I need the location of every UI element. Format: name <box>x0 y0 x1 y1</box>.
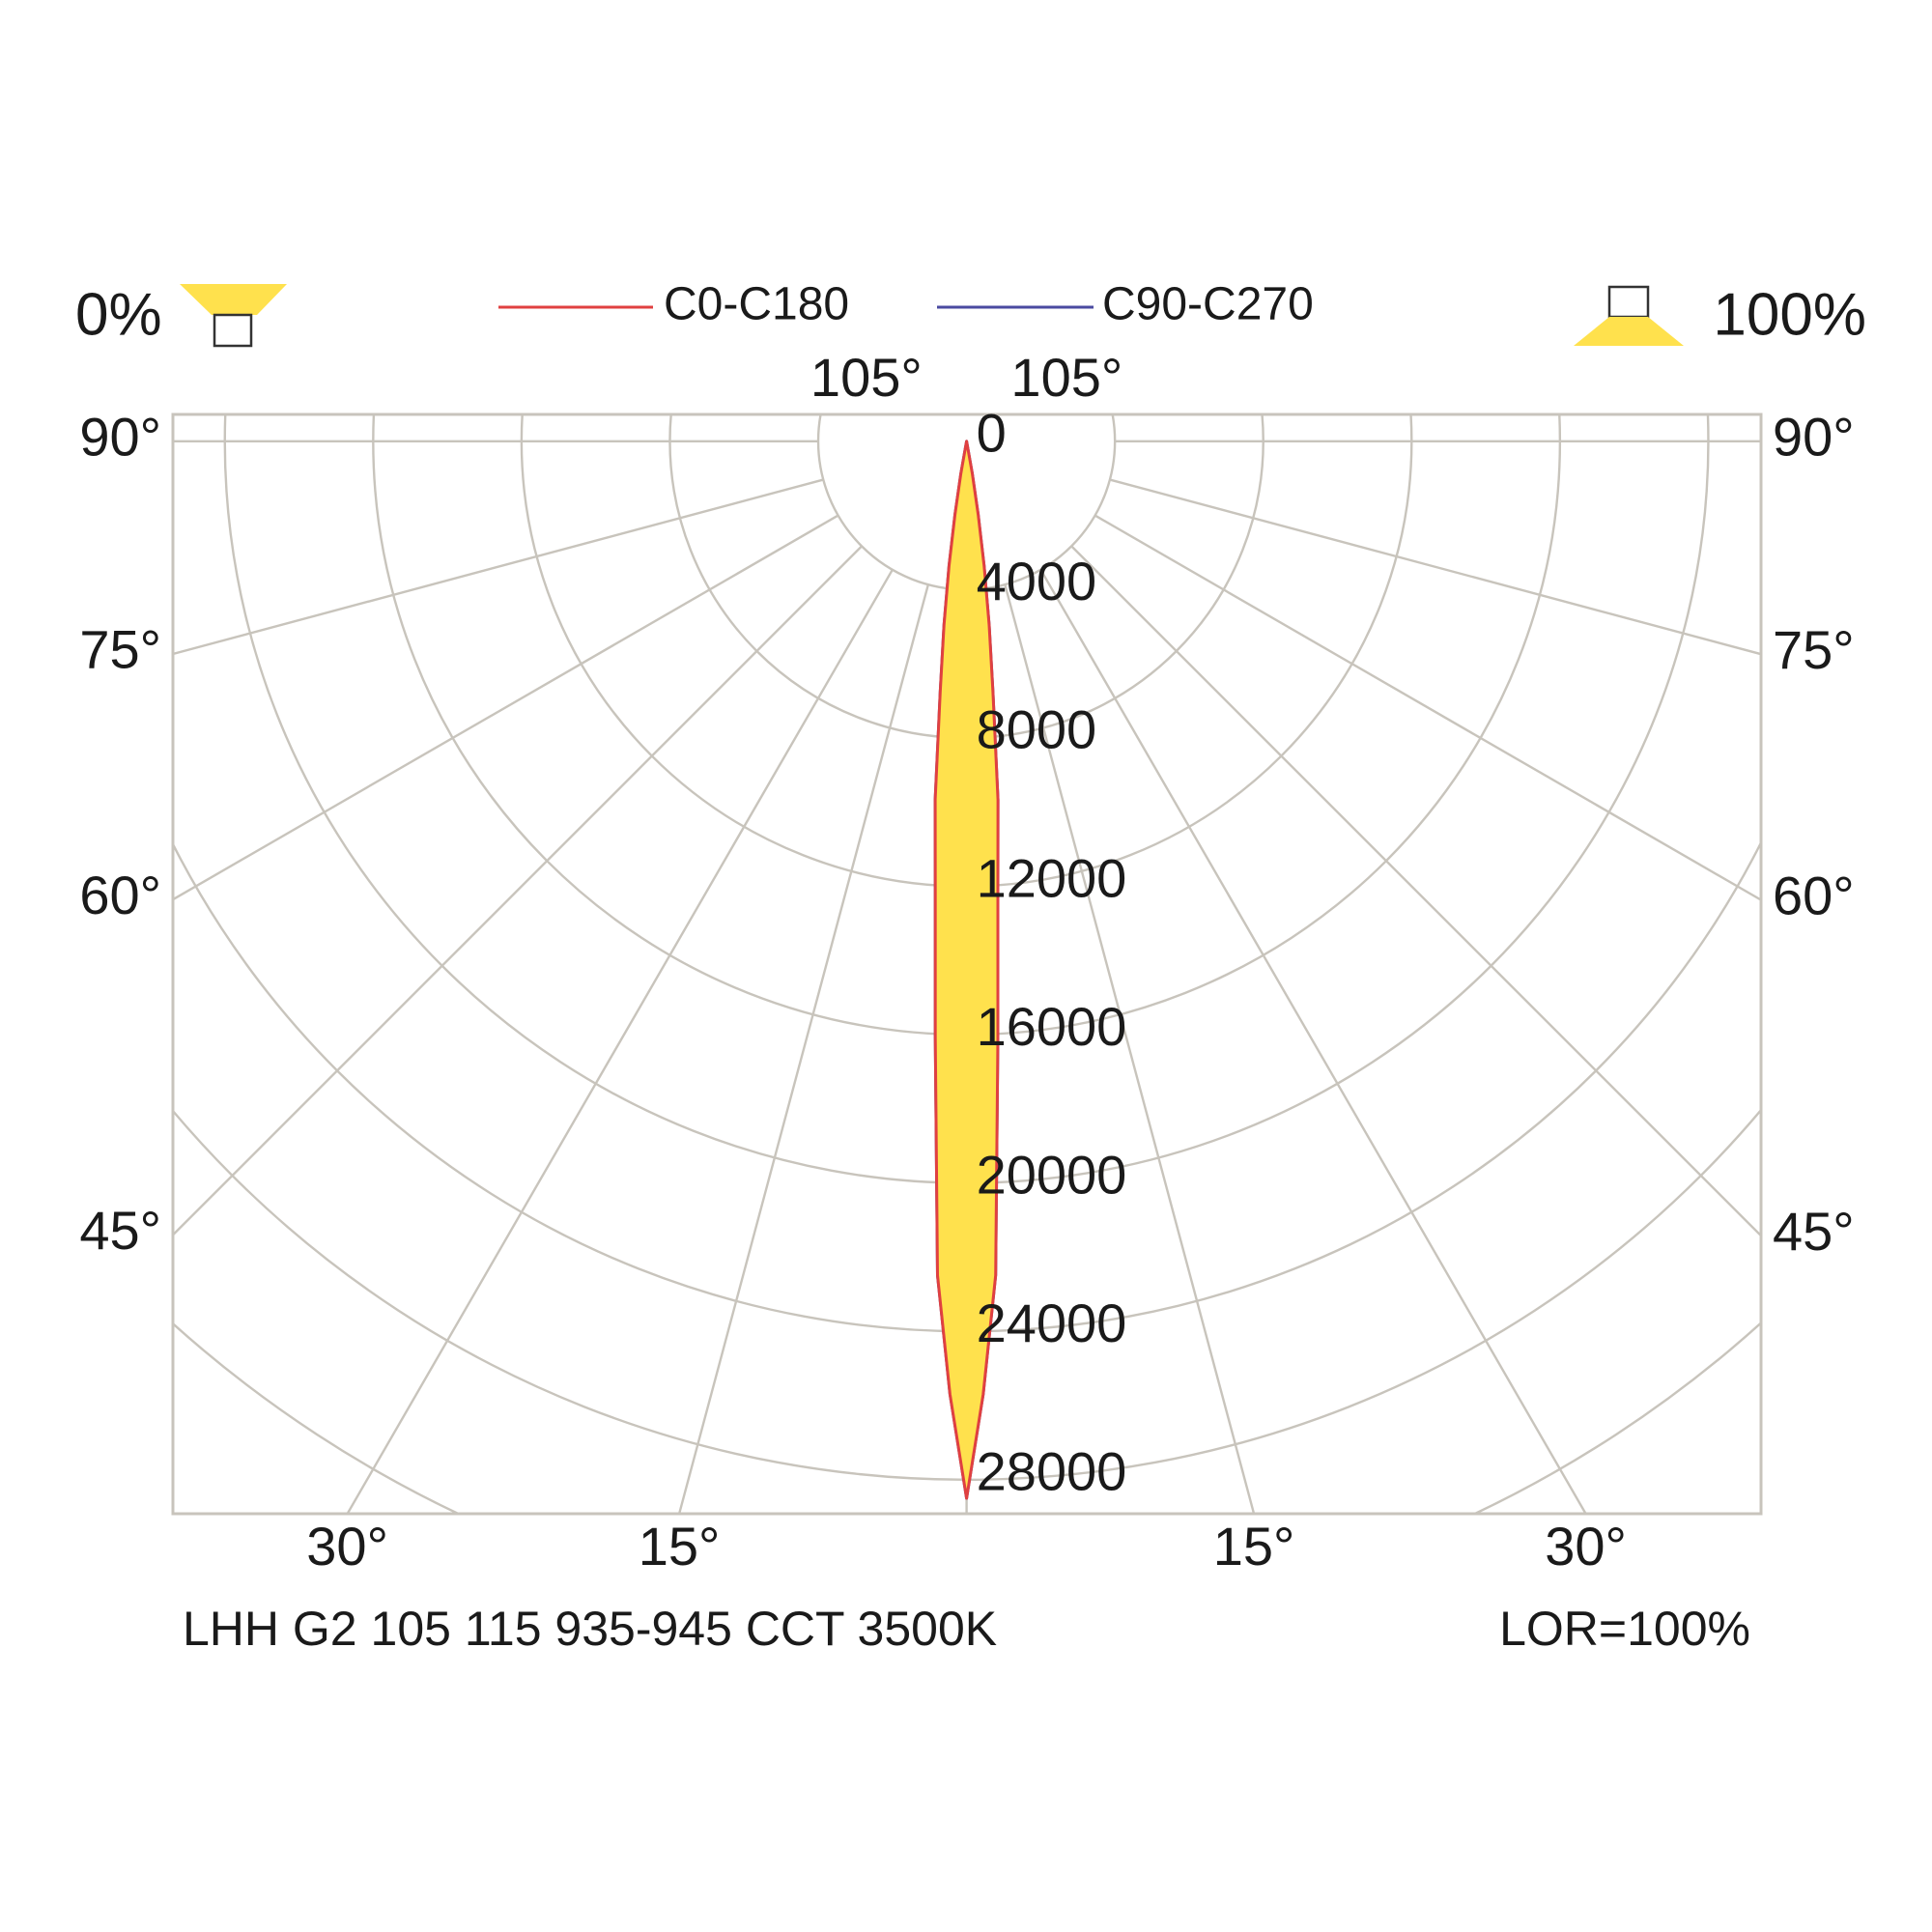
angle-tick-label: 45° <box>1773 1201 1855 1262</box>
curves <box>933 440 1000 1500</box>
angle-tick-label: 90° <box>79 407 161 468</box>
grid-spoke <box>173 545 863 1236</box>
angle-tick-label: 45° <box>79 1200 161 1261</box>
angle-tick-label: 60° <box>79 865 161 925</box>
intensity-curve <box>933 440 1000 1500</box>
angle-tick-label: 105° <box>810 347 923 408</box>
grid-spoke <box>173 514 839 901</box>
left-label: 0% <box>75 281 162 348</box>
r-tick-label: 24000 <box>977 1293 1127 1353</box>
angle-tick-label: 30° <box>1545 1516 1627 1577</box>
angle-tick-label: 90° <box>1773 407 1855 468</box>
angle-tick-label: 60° <box>1773 865 1855 925</box>
legend-label: C0-C180 <box>664 279 849 330</box>
angle-tick-label: 15° <box>1213 1516 1295 1577</box>
icon-downlight <box>180 284 287 348</box>
r-tick-label: 8000 <box>977 699 1097 760</box>
angle-tick-label: 30° <box>306 1516 388 1577</box>
r-tick-label: 12000 <box>977 847 1127 908</box>
grid-spoke <box>1094 514 1761 901</box>
grid-spoke <box>1109 478 1761 656</box>
grid-spoke <box>173 478 824 656</box>
angle-tick-label: 75° <box>1773 619 1855 680</box>
right-label: 100% <box>1713 281 1866 348</box>
r-tick-label: 28000 <box>977 1441 1127 1502</box>
frame <box>171 412 1763 1516</box>
labels: 0 4000 8000 12000 16000 20000 24000 28000 15° 15°… <box>79 347 1854 1577</box>
icon-beam <box>180 284 287 315</box>
r-tick-label: 0 <box>977 403 1007 464</box>
grid-spoke <box>1070 545 1761 1237</box>
footer-right: LOR=100% <box>1499 1602 1750 1656</box>
grid-spoke <box>1039 569 1587 1514</box>
icon-box <box>213 313 253 348</box>
r-tick-label: 4000 <box>977 551 1097 611</box>
angle-tick-label: 105° <box>1010 347 1122 408</box>
legend-label: C90-C270 <box>1102 279 1314 330</box>
grid-spoke <box>346 569 894 1514</box>
icon-beam <box>1574 317 1684 346</box>
icon-box <box>1607 285 1650 319</box>
icon-uplight <box>1574 285 1684 346</box>
grid-spoke <box>677 583 930 1514</box>
footer-left: LHH G2 105 115 935-945 CCT 3500K <box>183 1602 997 1656</box>
r-tick-label: 20000 <box>977 1144 1127 1205</box>
r-tick-label: 16000 <box>977 996 1127 1057</box>
angle-tick-label: 15° <box>639 1516 721 1577</box>
grid-spoke <box>1004 583 1256 1514</box>
legend: C0-C180 C90-C270 <box>498 279 1314 330</box>
angle-tick-label: 75° <box>79 619 161 680</box>
